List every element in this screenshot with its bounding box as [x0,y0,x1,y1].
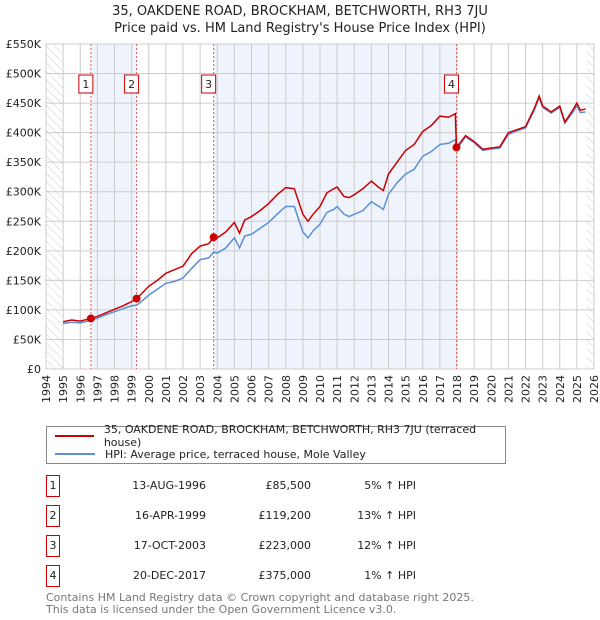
x-tick-label: 2018 [451,375,464,403]
chart-subtitle: Price paid vs. HM Land Registry's House … [114,21,486,36]
y-tick-label: £200K [6,245,42,258]
y-tick-label: £100K [6,304,42,317]
sale-label: 1 [82,78,89,91]
x-tick-label: 2015 [400,375,413,403]
sale-marker [209,233,218,242]
sale-date: 16-APR-1999 [134,509,206,522]
sale-price: £119,200 [258,509,312,522]
table-row: 3 17-OCT-2003 £223,000 12% ↑ HPI [46,535,416,557]
x-tick-label: 2001 [160,375,173,403]
shaded-period [213,44,457,369]
sale-label-box [201,74,217,94]
sale-price: £375,000 [258,569,312,582]
sale-number: 3 [46,535,60,557]
property-line [62,93,586,323]
y-tick-label: £50K [13,333,42,346]
x-tick-label: 2024 [554,375,567,403]
x-tick-label: 2025 [571,375,584,403]
sale-marker [132,294,141,303]
x-tick-label: 2002 [177,375,190,403]
hatched-region [46,44,64,369]
sale-hpi: 5% ↑ HPI [364,479,416,492]
x-tick-label: 1998 [109,375,122,403]
sale-hpi: 1% ↑ HPI [364,569,416,582]
chart-title: 35, OAKDENE ROAD, BROCKHAM, BETCHWORTH, … [112,4,488,19]
legend-property: 35, OAKDENE ROAD, BROCKHAM, BETCHWORTH, … [103,423,477,449]
y-tick-label: £550K [6,38,42,51]
sale-hpi: 13% ↑ HPI [357,509,416,522]
sale-label: 3 [205,78,212,91]
sale-label-box [78,74,94,94]
y-tick-label: £300K [6,186,42,199]
x-tick-label: 2016 [417,375,430,403]
x-tick-label: 2022 [520,375,533,403]
y-tick-label: £350K [6,156,42,169]
x-tick-label: 2017 [434,375,447,403]
x-tick-label: 1994 [40,375,53,403]
x-tick-label: 1997 [91,375,104,403]
x-tick-label: 2004 [211,375,224,403]
sale-date: 13-AUG-1996 [132,479,206,492]
sale-label: 2 [128,78,135,91]
sale-price: £223,000 [258,539,312,552]
x-tick-label: 2003 [194,375,207,403]
x-tick-label: 2014 [383,375,396,403]
y-tick-label: £450K [6,97,42,110]
y-tick-label: £0 [27,363,41,376]
footer-line1: Contains HM Land Registry data © Crown c… [46,591,474,604]
x-tick-label: 2009 [297,375,310,403]
x-tick-label: 2000 [143,375,156,403]
x-tick-label: 2020 [485,375,498,403]
x-tick-label: 2019 [468,375,481,403]
table-row: 1 13-AUG-1996 £85,500 5% ↑ HPI [46,475,416,497]
table-row: 4 20-DEC-2017 £375,000 1% ↑ HPI [46,565,416,587]
y-tick-label: £150K [6,274,42,287]
sale-date: 20-DEC-2017 [132,569,206,582]
x-tick-label: 2010 [314,375,327,403]
x-tick-label: 2012 [348,375,361,403]
x-tick-label: 2008 [280,375,293,403]
sale-number: 4 [46,565,60,587]
x-tick-label: 2026 [588,375,600,403]
x-tick-label: 2023 [537,375,550,403]
footer-line2: This data is licensed under the Open Gov… [46,603,397,616]
hpi-line [63,95,586,325]
y-tick-label: £250K [6,215,42,228]
y-tick-label: £500K [6,68,42,81]
sale-label-box [443,74,459,94]
sale-price: £85,500 [265,479,312,492]
legend-swatch-property [55,435,94,437]
x-tick-label: 2005 [228,375,241,403]
sale-label: 4 [448,78,455,91]
x-tick-label: 2013 [365,375,378,403]
line-chart: 1994 1995 1996 1997 1998 1999 2000 2001 2002 2003… [6,38,600,403]
legend-hpi: HPI: Average price, terraced house, Mole… [105,447,366,461]
sale-marker [452,143,461,152]
sale-hpi: 12% ↑ HPI [357,539,416,552]
x-tick-label: 2011 [331,375,344,403]
shaded-period [90,44,137,369]
plot-border [45,43,595,370]
hatched-region [586,44,594,369]
sale-number: 1 [46,475,60,497]
sale-marker [86,314,95,323]
sale-label-box [124,74,140,94]
y-tick-label: £400K [6,127,42,140]
legend-swatch-hpi [55,453,95,455]
footer: Contains HM Land Registry data © Crown c… [46,592,474,616]
x-tick-label: 1996 [74,375,87,403]
legend: 35, OAKDENE ROAD, BROCKHAM, BETCHWORTH, … [46,423,506,464]
sale-number: 2 [46,505,60,527]
table-row: 2 16-APR-1999 £119,200 13% ↑ HPI [46,505,416,527]
x-tick-label: 2007 [263,375,276,403]
x-tick-label: 2021 [502,375,515,403]
x-tick-label: 1995 [57,375,70,403]
sale-date: 17-OCT-2003 [133,539,206,552]
x-tick-label: 2006 [246,375,259,403]
x-tick-label: 1999 [126,375,139,403]
